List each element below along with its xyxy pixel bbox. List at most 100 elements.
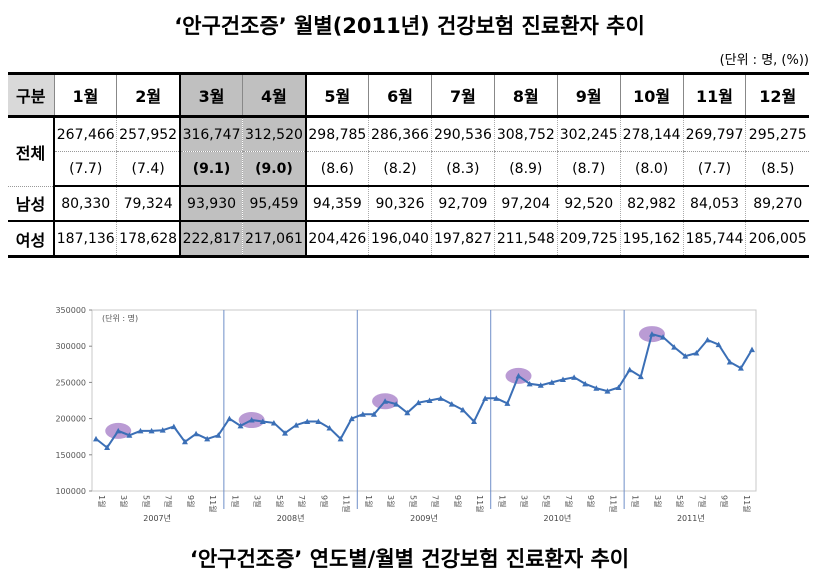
- data-point: [126, 432, 133, 438]
- data-point: [248, 417, 255, 423]
- line-chart-svg: 100000 150000 200000 250000 300000 350000 (단위 …: [55, 306, 757, 523]
- data-point: [515, 372, 522, 379]
- data-point: [459, 406, 466, 413]
- x-tick-label: 9월: [186, 495, 196, 507]
- month-header: 5월: [305, 72, 369, 118]
- female-cell: 197,827: [430, 221, 495, 258]
- total-cell: 286,366: [368, 116, 432, 152]
- month-header: 11월: [682, 72, 746, 118]
- data-point: [215, 432, 222, 438]
- data-point: [537, 382, 544, 388]
- male-cell: 92,709: [430, 186, 495, 222]
- data-point: [115, 427, 122, 434]
- total-cell: 278,144: [619, 116, 684, 152]
- y-tick-label: 250000: [55, 378, 86, 387]
- data-point: [326, 425, 333, 431]
- data-point: [715, 341, 722, 348]
- data-point: [348, 415, 355, 422]
- male-cell: 84,053: [682, 186, 746, 222]
- x-tick-label: 1월: [497, 495, 507, 507]
- data-point: [526, 380, 533, 387]
- x-tick-label: 1월: [230, 495, 240, 507]
- x-tick-label: 7월: [564, 495, 574, 507]
- data-point: [471, 418, 478, 424]
- total-percent-cell: (9.1): [178, 151, 243, 187]
- data-point: [282, 430, 289, 436]
- x-tick-label: 3월: [520, 495, 530, 507]
- data-point: [671, 344, 678, 350]
- data-point: [181, 438, 188, 445]
- y-tick-label: 100000: [55, 487, 86, 496]
- female-cell: 178,628: [116, 221, 180, 258]
- monthly-patients-table: 구분 1월 2월 3월 4월 5월 6월 7월 8월 9월 10월 11월 12월 전체 267,46…: [8, 72, 809, 258]
- male-cell: 94,359: [305, 186, 369, 222]
- x-tick-label: 3월: [253, 495, 263, 507]
- year-label: 2010년: [544, 513, 572, 523]
- male-cell: 80,330: [54, 186, 117, 222]
- data-point: [648, 331, 655, 337]
- total-cell: 308,752: [493, 116, 558, 152]
- month-header: 8월: [493, 72, 558, 118]
- month-header: 6월: [368, 72, 432, 118]
- data-point: [270, 419, 277, 426]
- data-point: [93, 435, 99, 442]
- data-point: [359, 411, 366, 417]
- total-percent-cell: (7.7): [54, 151, 117, 187]
- table-row-total-percent: (7.7) (7.4) (9.1) (9.0) (8.6) (8.2) (8.3) (8.9)…: [8, 151, 809, 187]
- female-cell: 185,744: [682, 221, 746, 258]
- data-point: [237, 422, 244, 429]
- total-cell: 295,275: [745, 116, 809, 152]
- total-percent-cell: (7.7): [682, 151, 746, 187]
- year-label: 2009년: [410, 513, 438, 523]
- male-cell: 82,982: [619, 186, 684, 222]
- data-point: [293, 422, 300, 428]
- series-line: [95, 332, 753, 450]
- data-point: [682, 353, 689, 359]
- data-point: [426, 397, 433, 403]
- total-percent-cell: (8.6): [305, 151, 369, 187]
- total-cell: 290,536: [430, 116, 495, 152]
- month-header: 9월: [556, 72, 621, 118]
- data-point: [382, 398, 389, 404]
- month-header: 12월: [745, 72, 809, 118]
- data-point: [593, 385, 600, 391]
- month-header: 4월: [242, 72, 307, 118]
- yearly-monthly-chart: 100000 150000 200000 250000 300000 350000 (단위 …: [40, 298, 800, 530]
- x-tick-label: 7월: [697, 495, 707, 507]
- female-cell: 211,548: [493, 221, 558, 258]
- y-tick-label: 150000: [55, 451, 86, 460]
- data-point: [726, 359, 733, 365]
- table-row-female: 여성 187,136 178,628 222,817 217,061 204,426 19…: [8, 221, 809, 258]
- x-tick-label: 7월: [431, 495, 441, 507]
- data-point: [571, 374, 578, 380]
- month-header: 1월: [53, 72, 117, 118]
- data-point: [304, 418, 311, 424]
- data-point: [226, 415, 233, 422]
- x-tick-label: 3월: [119, 495, 129, 507]
- data-point: [159, 427, 166, 433]
- year-label: 2007년: [143, 513, 171, 523]
- x-tick-label: 11월: [742, 495, 752, 513]
- data-point: [626, 366, 633, 373]
- male-cell: 97,204: [493, 186, 558, 222]
- x-tick-label: 9월: [319, 495, 329, 507]
- female-cell: 187,136: [54, 221, 117, 258]
- total-percent-cell: (8.5): [745, 151, 809, 187]
- x-tick-label: 1월: [631, 495, 641, 507]
- x-tick-label: 11월: [475, 495, 485, 513]
- total-cell: 316,747: [178, 116, 243, 152]
- x-tick-label: 5월: [275, 495, 285, 507]
- data-point: [504, 400, 511, 406]
- x-tick-label: 1월: [364, 495, 374, 507]
- total-percent-cell: (7.4): [116, 151, 180, 187]
- data-point: [437, 395, 444, 401]
- month-header: 10월: [619, 72, 684, 118]
- data-point: [693, 350, 700, 356]
- x-tick-label: 7월: [297, 495, 307, 507]
- x-tick-label: 7월: [164, 495, 174, 507]
- corner-header: 구분: [8, 72, 55, 118]
- x-tick-label: 11월: [608, 495, 618, 513]
- data-point: [259, 418, 266, 424]
- data-point: [704, 336, 711, 343]
- female-cell: 209,725: [556, 221, 621, 258]
